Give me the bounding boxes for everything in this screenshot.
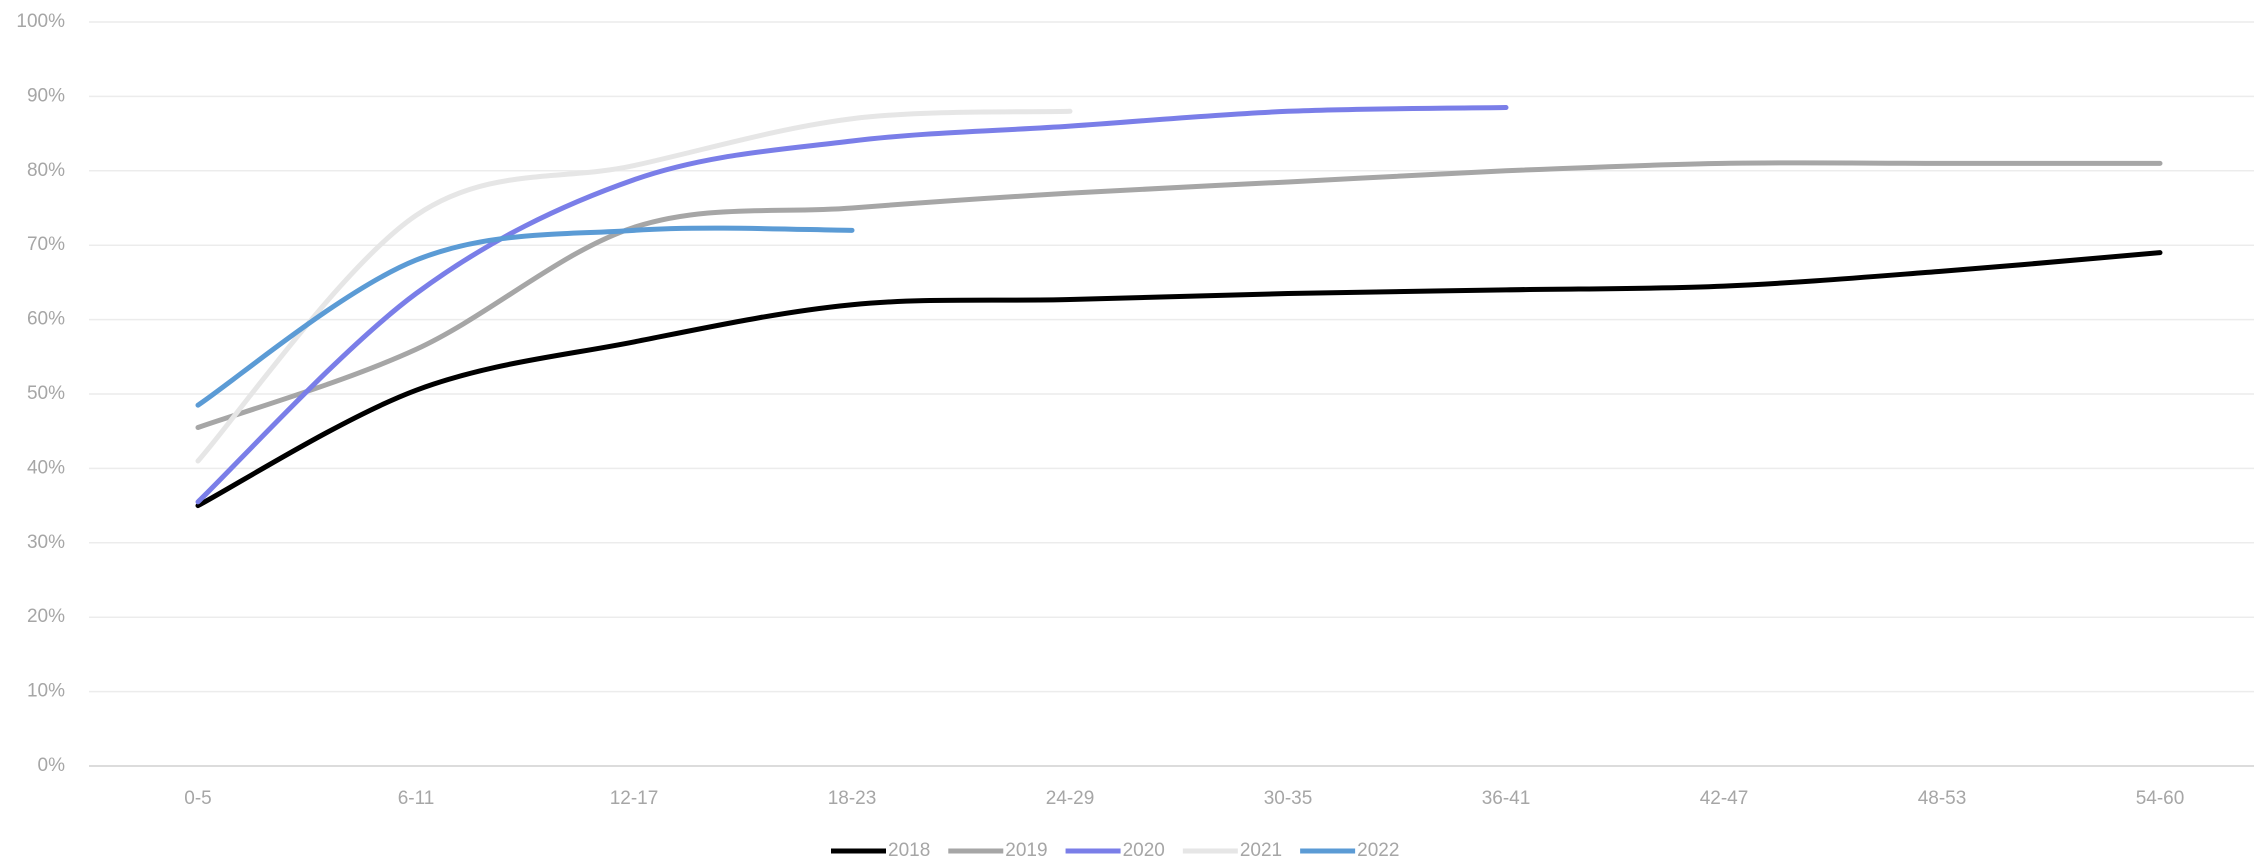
line-series <box>195 160 2163 430</box>
legend-label: 2018 <box>888 840 930 859</box>
y-tick-label: 100% <box>16 11 65 32</box>
y-tick-label: 0% <box>38 755 66 776</box>
y-tick-label: 10% <box>27 681 65 702</box>
x-tick-label: 42-47 <box>1700 788 1749 809</box>
y-tick-label: 30% <box>27 532 65 553</box>
line-series <box>195 250 2163 509</box>
line-series <box>195 105 1509 505</box>
x-tick-label: 0-5 <box>184 788 211 809</box>
y-tick-label: 40% <box>27 457 65 478</box>
line-series <box>195 225 855 408</box>
x-tick-label: 48-53 <box>1918 788 1967 809</box>
y-tick-label: 70% <box>27 234 65 255</box>
x-tick-label: 24-29 <box>1046 788 1095 809</box>
x-tick-label: 18-23 <box>828 788 877 809</box>
y-tick-label: 50% <box>27 383 65 404</box>
y-tick-label: 20% <box>27 606 65 627</box>
y-tick-label: 90% <box>27 85 65 106</box>
legend-label: 2020 <box>1123 840 1165 859</box>
legend-label: 2022 <box>1357 840 1399 859</box>
legend-label: 2021 <box>1240 840 1282 859</box>
x-tick-label: 6-11 <box>398 788 435 809</box>
x-tick-label: 54-60 <box>2136 788 2185 809</box>
x-tick-label: 30-35 <box>1264 788 1313 809</box>
line-series <box>195 108 1073 464</box>
x-tick-label: 12-17 <box>610 788 659 809</box>
x-tick-label: 36-41 <box>1482 788 1531 809</box>
legend-label: 2019 <box>1005 840 1047 859</box>
y-tick-label: 60% <box>27 309 65 330</box>
y-tick-label: 80% <box>27 160 65 181</box>
